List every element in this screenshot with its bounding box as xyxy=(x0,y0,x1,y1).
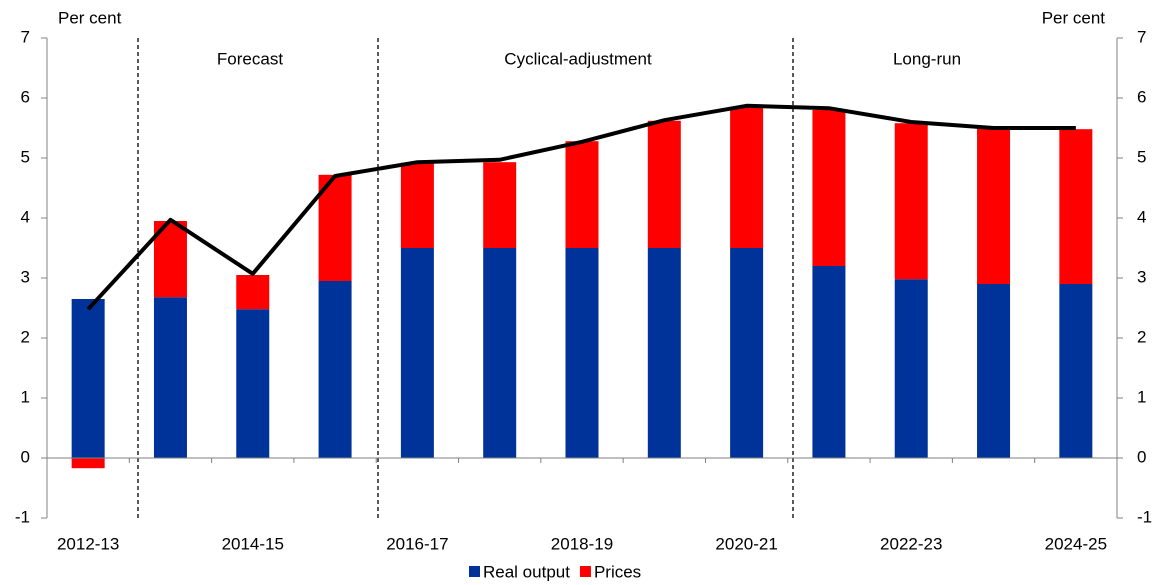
bar xyxy=(318,174,352,281)
y2-tick-label: 3 xyxy=(1137,267,1146,286)
bar xyxy=(977,128,1011,284)
y-tick-label: 1 xyxy=(21,387,30,406)
y-tick-label: 7 xyxy=(21,27,30,46)
annotation: Cyclical-adjustment xyxy=(504,49,652,68)
bar xyxy=(71,458,105,469)
x-tick-label: 2024-25 xyxy=(1045,534,1107,553)
y-tick-label: -1 xyxy=(15,507,30,526)
bar xyxy=(400,248,434,458)
bar xyxy=(812,266,846,458)
y2-axis-label: Per cent xyxy=(1042,8,1106,27)
y-tick-label: 6 xyxy=(21,87,30,106)
bar xyxy=(71,299,105,458)
bar xyxy=(647,120,681,248)
x-tick-label: 2014-15 xyxy=(222,534,284,553)
y2-tick-label: 4 xyxy=(1137,207,1146,226)
legend-label: Prices xyxy=(594,562,641,581)
x-tick-label: 2022-23 xyxy=(880,534,942,553)
bar xyxy=(647,248,681,458)
bar xyxy=(894,279,928,458)
y-tick-label: 5 xyxy=(21,147,30,166)
y2-tick-label: 7 xyxy=(1137,27,1146,46)
bar xyxy=(318,281,352,458)
x-tick-label: 2018-19 xyxy=(551,534,613,553)
bar xyxy=(565,248,599,458)
bar xyxy=(153,297,187,458)
bar xyxy=(977,284,1011,458)
y-axis-label: Per cent xyxy=(58,8,122,27)
y-tick-label: 2 xyxy=(21,327,30,346)
y2-tick-label: 0 xyxy=(1137,447,1146,466)
y2-tick-label: 2 xyxy=(1137,327,1146,346)
bar xyxy=(400,162,434,248)
bar xyxy=(236,309,270,458)
annotation: Forecast xyxy=(217,49,283,68)
y2-tick-label: -1 xyxy=(1137,507,1152,526)
line xyxy=(86,103,1076,311)
bar xyxy=(565,141,599,248)
bar xyxy=(1059,129,1093,284)
legend-label: Real output xyxy=(483,562,570,581)
bar xyxy=(730,107,764,248)
bar xyxy=(894,123,928,280)
bar xyxy=(236,275,270,310)
bar xyxy=(1059,284,1093,458)
bar xyxy=(730,248,764,458)
legend-swatch xyxy=(579,566,591,577)
x-tick-label: 2016-17 xyxy=(386,534,448,553)
y2-tick-label: 1 xyxy=(1137,387,1146,406)
annotation: Long-run xyxy=(893,49,961,68)
y-tick-label: 4 xyxy=(21,207,30,226)
y2-tick-label: 5 xyxy=(1137,147,1146,166)
bar xyxy=(483,162,517,248)
y-tick-label: 0 xyxy=(21,447,30,466)
y2-tick-label: 6 xyxy=(1137,87,1146,106)
bar xyxy=(812,110,846,266)
x-tick-label: 2020-21 xyxy=(715,534,777,553)
y-tick-label: 3 xyxy=(21,267,30,286)
legend-swatch xyxy=(469,566,480,577)
x-tick-label: 2012-13 xyxy=(57,534,119,553)
bar xyxy=(483,248,517,458)
